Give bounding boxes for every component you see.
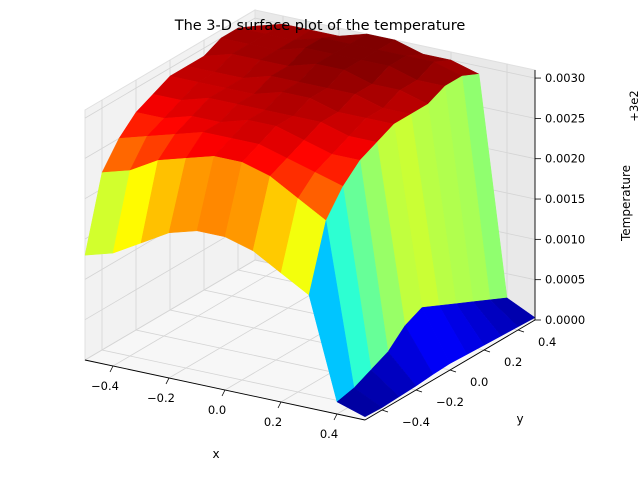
z-tick-label: 0.0030 bbox=[545, 71, 585, 85]
z-tick-label: 0.0010 bbox=[545, 232, 585, 246]
x-tick-mark bbox=[165, 377, 170, 385]
y-tick-mark bbox=[381, 409, 389, 413]
x-tick-mark bbox=[333, 413, 338, 421]
x-axis-label: x bbox=[212, 447, 219, 461]
tick-labels: −0.4 −0.2 0.0 0.2 0.4 −0.4 −0.2 0.0 0.2 0.4 0.0000… bbox=[91, 71, 585, 441]
y-tick-label: −0.2 bbox=[436, 395, 464, 409]
x-tick-mark bbox=[221, 389, 226, 397]
z-tick-label: 0.0025 bbox=[545, 111, 585, 125]
surface-mesh bbox=[84, 23, 536, 418]
y-tick-mark bbox=[415, 389, 423, 393]
x-tick-label: −0.2 bbox=[147, 391, 175, 405]
y-tick-mark bbox=[449, 369, 457, 373]
x-tick-label: −0.4 bbox=[91, 379, 119, 393]
surface-face bbox=[336, 387, 383, 418]
y-tick-label: 0.2 bbox=[504, 355, 522, 369]
z-offset-label: +3e2 bbox=[627, 90, 640, 121]
y-tick-label: 0.4 bbox=[538, 335, 556, 349]
y-tick-mark bbox=[517, 329, 525, 333]
x-tick-label: 0.0 bbox=[208, 403, 226, 417]
y-tick-label: 0.0 bbox=[470, 375, 488, 389]
x-tick-mark bbox=[277, 401, 282, 409]
y-tick-label: −0.4 bbox=[402, 415, 430, 429]
z-tick-label: 0.0020 bbox=[545, 152, 585, 166]
z-tick-label: 0.0015 bbox=[545, 192, 585, 206]
y-tick-mark bbox=[483, 349, 491, 353]
z-tick-label: 0.0005 bbox=[545, 273, 585, 287]
x-tick-label: 0.2 bbox=[264, 415, 282, 429]
x-tick-label: 0.4 bbox=[320, 427, 338, 441]
chart-title: The 3-D surface plot of the temperature bbox=[174, 18, 466, 34]
y-axis-label: y bbox=[516, 412, 523, 426]
z-axis-label: Temperature bbox=[619, 165, 633, 242]
x-tick-mark bbox=[109, 365, 114, 373]
z-tick-label: 0.0000 bbox=[545, 313, 585, 327]
